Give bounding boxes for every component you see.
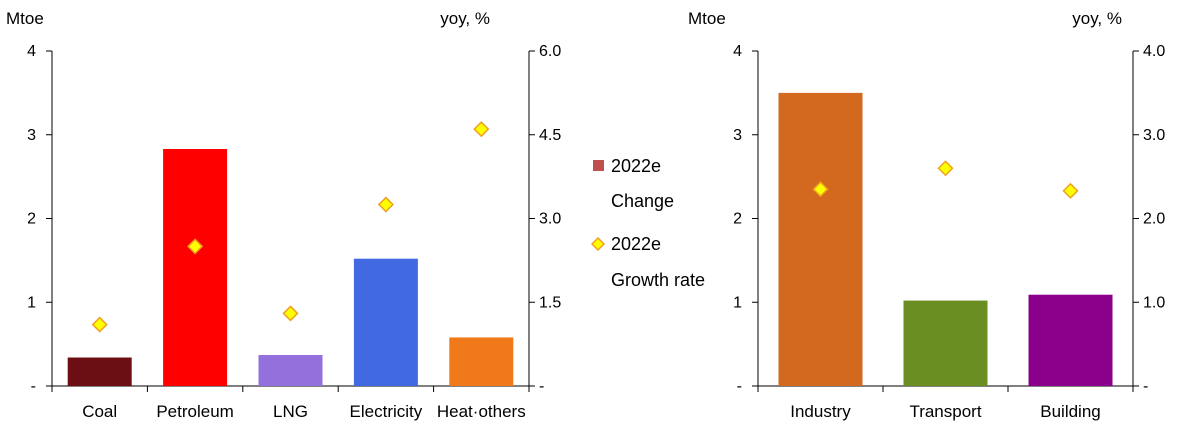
chart2-growth-marker-building — [1062, 182, 1079, 199]
legend-marker-label-line1: 2022e — [611, 234, 661, 254]
chart2-growth-marker-transport — [937, 160, 954, 177]
chart2-left-tick-label: 3 — [733, 127, 742, 144]
chart1-left-tick-label: 1 — [27, 294, 36, 311]
legend-bar-label-line2: Change — [611, 191, 674, 211]
chart1-right-tick-label: 1.5 — [539, 294, 561, 311]
chart1-bar-heat-others — [449, 337, 514, 386]
chart1-left-tick-label: 4 — [27, 43, 36, 60]
chart2-category-label: Industry — [790, 402, 851, 421]
chart2-left-tick-label: - — [737, 378, 742, 395]
chart-2-sector: - 1 2 3 4 - 1.0 2.0 3.0 4.0 Industry Transport Build… — [733, 43, 1165, 421]
chart1-bar-electricity — [353, 258, 418, 386]
chart1-bar-lng — [258, 355, 323, 386]
chart1-left-tick-label: 3 — [27, 127, 36, 144]
chart1-right-tick-label: - — [539, 378, 544, 395]
chart1-growth-marker-lng — [282, 305, 299, 322]
chart2-right-unit-label: yoy, % — [1072, 9, 1122, 28]
chart2-right-tick-label: - — [1143, 378, 1148, 395]
chart2-bar-transport — [903, 300, 988, 386]
chart1-right-tick-label: 3.0 — [539, 211, 561, 228]
chart-1-energy-source: - 1 2 3 4 - 1.5 3.0 4.5 6.0 Coal Petroleum LNG Electr… — [27, 43, 561, 421]
chart1-left-unit-label: Mtoe — [6, 9, 44, 28]
chart2-growth-marker-industry — [812, 181, 829, 198]
chart2-right-tick-label: 3.0 — [1143, 127, 1165, 144]
legend-marker-label-line2: Growth rate — [611, 270, 705, 290]
chart1-category-label: Heat·others — [437, 402, 526, 421]
chart2-category-label: Transport — [909, 402, 981, 421]
chart2-bar-industry — [778, 92, 863, 386]
legend-bar-swatch — [593, 160, 604, 171]
chart2-right-tick-label: 4.0 — [1143, 43, 1165, 60]
chart2-left-unit-label: Mtoe — [688, 9, 726, 28]
chart1-left-tick-label: 2 — [27, 211, 36, 228]
chart1-right-tick-label: 4.5 — [539, 127, 561, 144]
chart1-right-unit-label: yoy, % — [440, 9, 490, 28]
chart1-category-label: LNG — [273, 402, 308, 421]
chart2-left-tick-label: 4 — [733, 43, 742, 60]
chart2-left-tick-label: 1 — [733, 294, 742, 311]
chart2-right-tick-label: 1.0 — [1143, 294, 1165, 311]
chart1-category-label: Petroleum — [156, 402, 233, 421]
chart1-left-tick-label: - — [31, 378, 36, 395]
chart1-growth-marker-coal — [91, 316, 108, 333]
chart1-growth-marker-heat-others — [473, 121, 490, 138]
chart1-bar-petroleum — [163, 148, 228, 386]
chart2-category-label: Building — [1040, 402, 1101, 421]
chart2-right-tick-label: 2.0 — [1143, 211, 1165, 228]
legend: 2022e Change 2022e Growth rate — [590, 156, 705, 290]
chart1-growth-marker-electricity — [377, 196, 394, 213]
chart2-bar-building — [1028, 294, 1113, 386]
chart1-bar-coal — [67, 357, 132, 386]
chart1-category-label: Electricity — [350, 402, 423, 421]
legend-marker-swatch — [590, 236, 606, 252]
chart2-left-tick-label: 2 — [733, 211, 742, 228]
chart1-right-tick-label: 6.0 — [539, 43, 561, 60]
chart1-category-label: Coal — [82, 402, 117, 421]
legend-bar-label-line1: 2022e — [611, 156, 661, 176]
chart1-growth-marker-petroleum — [187, 238, 204, 255]
